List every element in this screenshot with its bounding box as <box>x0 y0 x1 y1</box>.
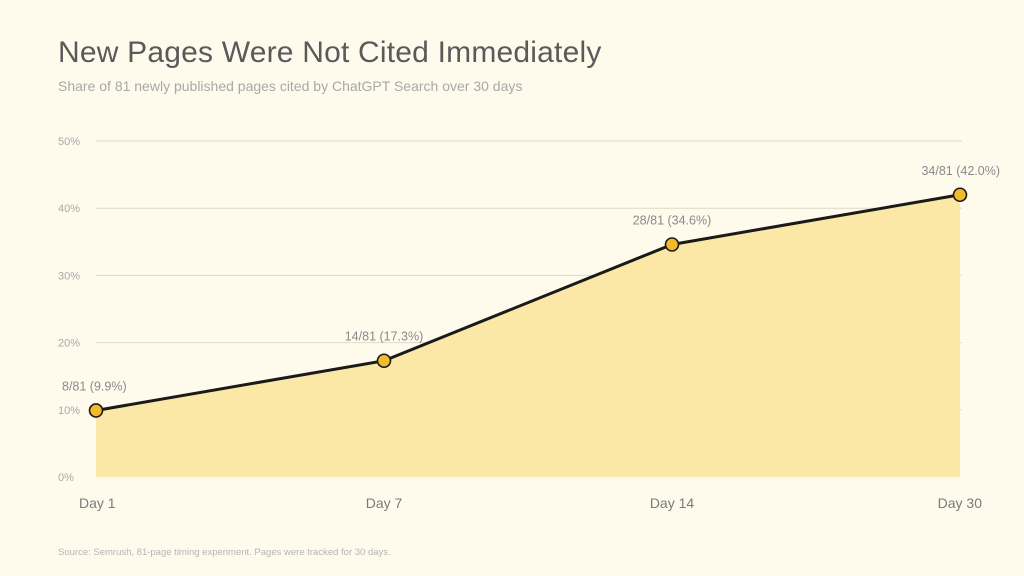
data-point <box>664 237 680 252</box>
data-point <box>376 353 392 369</box>
data-label: 14/81 (17.3%) <box>345 330 424 344</box>
y-tick-label: 40% <box>58 203 80 215</box>
data-label: 8/81 (9.9%) <box>62 379 127 393</box>
series-line <box>94 193 962 412</box>
data-label-layer: 8/81 (9.9%) 14/81 (17.3%) 28/81 (34.6%) 34/… <box>62 164 1000 394</box>
x-tick-label: Day 30 <box>938 495 983 511</box>
y-tick-label: 30% <box>58 270 80 282</box>
data-label: 28/81 (34.6%) <box>633 213 712 227</box>
x-axis-ticks: Day 1 Day 7 Day 14 Day 30 <box>79 495 982 511</box>
series-line-layer <box>94 193 962 412</box>
area-fill <box>96 194 960 477</box>
source-note: Source: Semrush, 81-page timing experime… <box>58 547 391 558</box>
marker-layer <box>88 187 968 418</box>
data-point <box>952 187 968 203</box>
data-point <box>88 403 104 418</box>
chart-subtitle: Share of 81 newly published pages cited … <box>58 78 523 94</box>
chart-title: New Pages Were Not Cited Immediately <box>58 36 602 69</box>
x-tick-label: Day 14 <box>650 495 695 511</box>
x-tick-label: Day 7 <box>366 495 403 511</box>
y-tick-label: 50% <box>58 136 80 148</box>
x-tick-label: Day 1 <box>79 495 116 511</box>
y-tick-label: 10% <box>58 405 80 417</box>
y-axis-ticks: 0% 10% 20% 30% 40% 50% <box>58 136 80 484</box>
y-tick-label: 0% <box>58 472 74 484</box>
data-label: 34/81 (42.0%) <box>921 164 1000 178</box>
y-tick-label: 20% <box>58 338 80 350</box>
area-fill-layer <box>96 194 960 477</box>
